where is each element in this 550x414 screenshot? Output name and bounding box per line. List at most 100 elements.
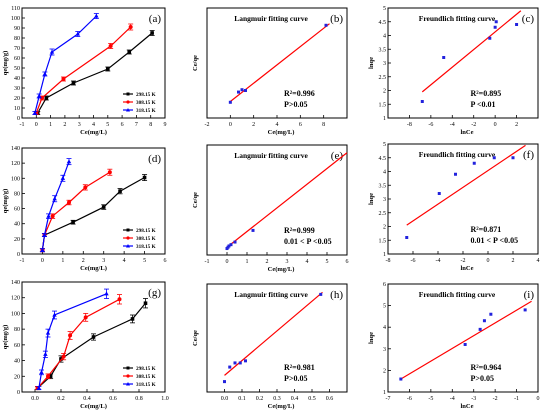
data-point — [515, 23, 519, 26]
x-tick-label: 4 — [92, 122, 95, 128]
y-tick-label: 1.5 — [379, 238, 387, 244]
data-point — [108, 44, 113, 48]
series-0 — [35, 30, 155, 115]
data-point — [228, 100, 232, 104]
data-point — [44, 96, 49, 100]
y-tick-label: 5 — [383, 142, 386, 148]
x-tick-label: 0.6 — [109, 396, 117, 402]
y-tick-label: 10 — [14, 106, 20, 112]
fit-line — [400, 300, 532, 380]
data-point — [48, 374, 53, 379]
x-tick-label: 5 — [326, 259, 329, 265]
data-point — [68, 333, 73, 338]
x-tick-label: 3 — [78, 122, 81, 128]
data-point — [36, 93, 42, 98]
x-tick-label: -8 — [386, 258, 391, 264]
chart-title: Freundlich fitting curve — [419, 14, 496, 23]
data-point — [104, 291, 109, 296]
series-2 — [32, 13, 99, 115]
fit-line — [226, 152, 348, 248]
x-tick-label: 1 — [246, 259, 249, 265]
x-tick-label: 0.4 — [291, 396, 299, 402]
data-point — [52, 312, 57, 317]
data-point — [127, 50, 132, 54]
data-point — [75, 31, 80, 36]
y-tick-label: 40 — [14, 76, 20, 82]
y-tick-label: 4.5 — [379, 20, 387, 26]
x-tick-label: -1 — [20, 122, 25, 128]
x-tick-label: 0 — [537, 396, 540, 402]
chart-title: Freundlich fitting curve — [419, 150, 496, 159]
panel-label: (g) — [148, 287, 161, 299]
y-tick-label: 4 — [383, 34, 386, 40]
x-tick-label: -2 — [493, 396, 498, 402]
fit-line — [229, 23, 330, 102]
x-tick-label: 4 — [123, 258, 126, 264]
y-tick-label: 2 — [383, 225, 386, 231]
legend: 298.15 K 308.15 K 318.15 K — [123, 366, 156, 388]
stat-annotation: P>0.05 — [284, 100, 307, 109]
stat-annotation: P>0.05 — [284, 374, 307, 383]
data-point — [43, 351, 48, 356]
x-tick-label: 6 — [299, 122, 302, 128]
x-tick-label: -1 — [20, 258, 25, 264]
fit-line — [406, 144, 526, 226]
x-tick-label: 4 — [306, 259, 309, 265]
panel-label: (b) — [330, 13, 343, 25]
x-tick-label: 4 — [537, 258, 540, 264]
data-point — [143, 301, 148, 306]
y-tick-label: 3 — [383, 197, 386, 203]
y-tick-label: 4 — [383, 325, 386, 331]
legend-marker — [126, 366, 130, 370]
stat-annotation: R²=0.999 — [284, 226, 315, 235]
x-tick-label: 2 — [515, 122, 518, 128]
legend-marker — [126, 244, 130, 248]
panel-b: -2 0 2 4 6 8 Ce(mg/L) Ce/qe (b) Langmuir fitting … — [192, 7, 348, 136]
y-tick-label: 80 — [14, 36, 20, 42]
y-tick-label: 20 — [14, 237, 20, 243]
panel-label: (h) — [330, 289, 343, 301]
series-1 — [35, 294, 122, 391]
y-tick-label: 1 — [383, 252, 386, 258]
y-tick-label: 6 — [383, 282, 386, 288]
data-point — [420, 100, 424, 103]
plot-frame — [206, 283, 348, 393]
data-point — [61, 77, 66, 81]
x-tick-label: 0.8 — [135, 396, 143, 402]
x-tick-label: 6 — [121, 122, 124, 128]
stat-annotation: P <0.01 — [471, 100, 496, 109]
data-point — [229, 243, 233, 247]
legend-marker — [126, 374, 130, 378]
panel-label: (a) — [149, 13, 162, 25]
x-tick-label: 2 — [252, 122, 255, 128]
x-tick-label: 7 — [135, 122, 138, 128]
x-tick-label: -3 — [471, 396, 476, 402]
panel-g: 0.0 0.2 0.4 0.6 0.8 1.0 0 20 40 60 80 100 120 140 Ce(m… — [2, 280, 169, 410]
y-axis-label: qe(mg/g) — [2, 189, 9, 214]
panel-d: -1 0 1 2 3 4 5 6020406080100120140Ce(mg/L)qe(mg… — [2, 146, 167, 272]
legend-label: 318.15 K — [136, 108, 156, 114]
y-tick-label: 80 — [14, 327, 20, 333]
x-tick-label: 2 — [82, 258, 85, 264]
legend-label: 308.15 K — [136, 374, 156, 380]
data-point — [117, 297, 122, 302]
y-axis-label: lnqe — [368, 193, 375, 205]
data-point — [523, 308, 527, 312]
y-tick-label: 100 — [11, 16, 20, 22]
x-tick-label: 0 — [494, 122, 497, 128]
legend-label: 308.15 K — [136, 236, 156, 242]
x-axis-label: lnCe — [461, 265, 474, 272]
data-point — [233, 240, 237, 244]
x-tick-label: -2 — [461, 258, 466, 264]
data-point — [66, 200, 71, 205]
x-axis-label: Ce(mg/L) — [268, 129, 295, 136]
data-point — [478, 327, 482, 331]
stat-annotation: R²=0.996 — [284, 89, 315, 98]
data-point — [251, 228, 255, 232]
stat-annotation: R²=0.964 — [471, 363, 502, 372]
data-point — [399, 377, 403, 381]
series-1 — [33, 23, 134, 115]
legend: 298.15 K 308.15 K 318.15 K — [123, 92, 156, 114]
plot-frame — [206, 144, 348, 256]
